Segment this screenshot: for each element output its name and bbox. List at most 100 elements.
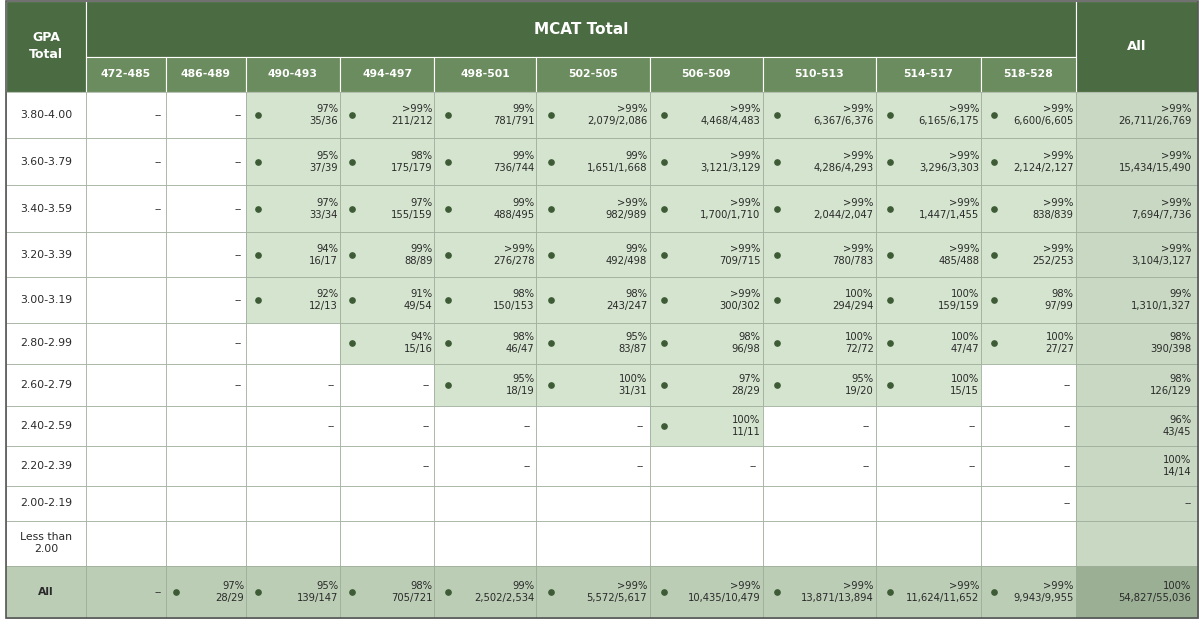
- Text: --: --: [234, 157, 241, 167]
- Text: 98%
126/129: 98% 126/129: [1150, 374, 1192, 396]
- Bar: [763, 277, 876, 322]
- Bar: [434, 521, 536, 566]
- Bar: [86, 232, 166, 277]
- Text: 100%
31/31: 100% 31/31: [619, 374, 647, 396]
- Text: >99%
2,079/2,086: >99% 2,079/2,086: [587, 104, 647, 126]
- Bar: [166, 566, 246, 618]
- Text: >99%
3,104/3,127: >99% 3,104/3,127: [1132, 244, 1192, 266]
- Text: 97%
35/36: 97% 35/36: [310, 104, 338, 126]
- Bar: [86, 185, 166, 232]
- Bar: [340, 277, 434, 322]
- Bar: [1075, 364, 1198, 406]
- Text: --: --: [155, 110, 162, 120]
- Bar: [1075, 406, 1198, 446]
- Bar: [340, 185, 434, 232]
- Text: >99%
4,286/4,293: >99% 4,286/4,293: [814, 151, 874, 173]
- Text: >99%
15,434/15,490: >99% 15,434/15,490: [1118, 151, 1192, 173]
- Text: 97%
28/29: 97% 28/29: [732, 374, 761, 396]
- Text: 100%
54,827/55,036: 100% 54,827/55,036: [1118, 581, 1192, 603]
- Text: >99%
11,624/11,652: >99% 11,624/11,652: [906, 581, 979, 603]
- Text: 510-513: 510-513: [794, 69, 844, 79]
- Bar: [649, 139, 763, 185]
- Text: 95%
37/39: 95% 37/39: [310, 151, 338, 173]
- Text: --: --: [524, 461, 532, 471]
- Bar: [649, 364, 763, 406]
- Bar: [876, 446, 982, 486]
- Text: --: --: [234, 295, 241, 305]
- Bar: [340, 446, 434, 486]
- Bar: [763, 322, 876, 364]
- Text: --: --: [328, 380, 335, 390]
- Bar: [982, 406, 1075, 446]
- Text: >99%
982/989: >99% 982/989: [606, 198, 647, 220]
- Bar: [763, 92, 876, 139]
- Bar: [86, 1, 1075, 57]
- Bar: [763, 185, 876, 232]
- Text: All: All: [1127, 40, 1146, 53]
- Bar: [434, 185, 536, 232]
- Bar: [1075, 446, 1198, 486]
- Bar: [763, 57, 876, 92]
- Bar: [876, 521, 982, 566]
- Text: 98%
175/179: 98% 175/179: [391, 151, 432, 173]
- Bar: [649, 406, 763, 446]
- Text: 100%
47/47: 100% 47/47: [950, 332, 979, 354]
- Text: 98%
46/47: 98% 46/47: [505, 332, 534, 354]
- Text: 95%
139/147: 95% 139/147: [296, 581, 338, 603]
- Bar: [86, 446, 166, 486]
- Text: >99%
3,296/3,303: >99% 3,296/3,303: [919, 151, 979, 173]
- Text: --: --: [524, 421, 532, 431]
- Text: 92%
12/13: 92% 12/13: [310, 289, 338, 311]
- Text: 99%
492/498: 99% 492/498: [606, 244, 647, 266]
- Text: >99%
211/212: >99% 211/212: [391, 104, 432, 126]
- Bar: [86, 406, 166, 446]
- Text: 99%
2,502/2,534: 99% 2,502/2,534: [474, 581, 534, 603]
- Text: 3.60-3.79: 3.60-3.79: [20, 157, 72, 167]
- Bar: [763, 232, 876, 277]
- Text: 100%
15/15: 100% 15/15: [950, 374, 979, 396]
- Text: 100%
14/14: 100% 14/14: [1163, 455, 1192, 477]
- Bar: [246, 232, 340, 277]
- Bar: [434, 446, 536, 486]
- Bar: [166, 486, 246, 521]
- Bar: [434, 232, 536, 277]
- Bar: [6, 185, 86, 232]
- Text: 494-497: 494-497: [362, 69, 412, 79]
- Text: --: --: [422, 380, 430, 390]
- Bar: [434, 277, 536, 322]
- Bar: [876, 277, 982, 322]
- Bar: [340, 232, 434, 277]
- Text: GPA
Total: GPA Total: [29, 32, 62, 61]
- Text: --: --: [968, 421, 976, 431]
- Bar: [434, 92, 536, 139]
- Text: >99%
252/253: >99% 252/253: [1032, 244, 1074, 266]
- Bar: [6, 322, 86, 364]
- Bar: [340, 486, 434, 521]
- Bar: [6, 566, 86, 618]
- Text: 514-517: 514-517: [904, 69, 954, 79]
- Bar: [86, 277, 166, 322]
- Bar: [536, 139, 649, 185]
- Text: 94%
16/17: 94% 16/17: [310, 244, 338, 266]
- Text: --: --: [1063, 380, 1070, 390]
- Text: >99%
300/302: >99% 300/302: [720, 289, 761, 311]
- Bar: [649, 277, 763, 322]
- Bar: [340, 521, 434, 566]
- Bar: [6, 521, 86, 566]
- Text: 95%
83/87: 95% 83/87: [619, 332, 647, 354]
- Text: --: --: [328, 421, 335, 431]
- Bar: [6, 277, 86, 322]
- Text: 486-489: 486-489: [181, 69, 230, 79]
- Bar: [6, 139, 86, 185]
- Bar: [1075, 521, 1198, 566]
- Bar: [86, 322, 166, 364]
- Text: --: --: [1063, 461, 1070, 471]
- Bar: [1075, 277, 1198, 322]
- Bar: [340, 57, 434, 92]
- Text: --: --: [155, 587, 162, 597]
- Text: 3.20-3.39: 3.20-3.39: [20, 250, 72, 260]
- Text: --: --: [234, 380, 241, 390]
- Text: 96%
43/45: 96% 43/45: [1163, 415, 1192, 437]
- Bar: [649, 521, 763, 566]
- Bar: [649, 322, 763, 364]
